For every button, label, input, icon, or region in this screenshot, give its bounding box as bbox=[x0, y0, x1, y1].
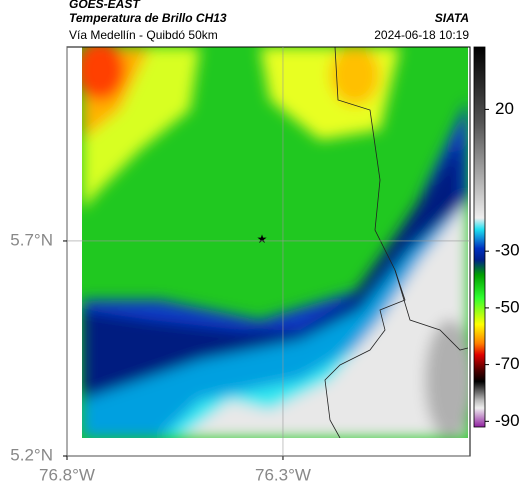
colorbar-tick-label: 20 bbox=[495, 99, 514, 118]
satellite: GOES-EAST bbox=[69, 0, 141, 11]
colorbar-tick-label: -90 bbox=[495, 411, 520, 430]
marker: ★ bbox=[257, 232, 268, 246]
y-tick-label: 5.2°N bbox=[10, 445, 53, 464]
source: SIATA bbox=[435, 11, 469, 25]
y-tick-label: 5.7°N bbox=[10, 230, 53, 249]
colorbar-tick-label: -50 bbox=[495, 297, 520, 316]
map-image bbox=[82, 47, 468, 438]
route: Vía Medellín - Quibdó 50km bbox=[69, 28, 218, 42]
colorbar bbox=[473, 46, 486, 428]
x-tick-label: 76.8°W bbox=[39, 465, 95, 484]
datetime: 2024-06-18 10:19 bbox=[374, 28, 469, 42]
product: Temperatura de Brillo CH13 bbox=[69, 11, 227, 25]
colorbar-tick-label: -30 bbox=[495, 241, 520, 260]
border bbox=[324, 47, 406, 438]
x-tick-label: 76.3°W bbox=[255, 465, 311, 484]
border bbox=[394, 269, 468, 351]
colorbar-tick-label: -70 bbox=[495, 354, 520, 373]
